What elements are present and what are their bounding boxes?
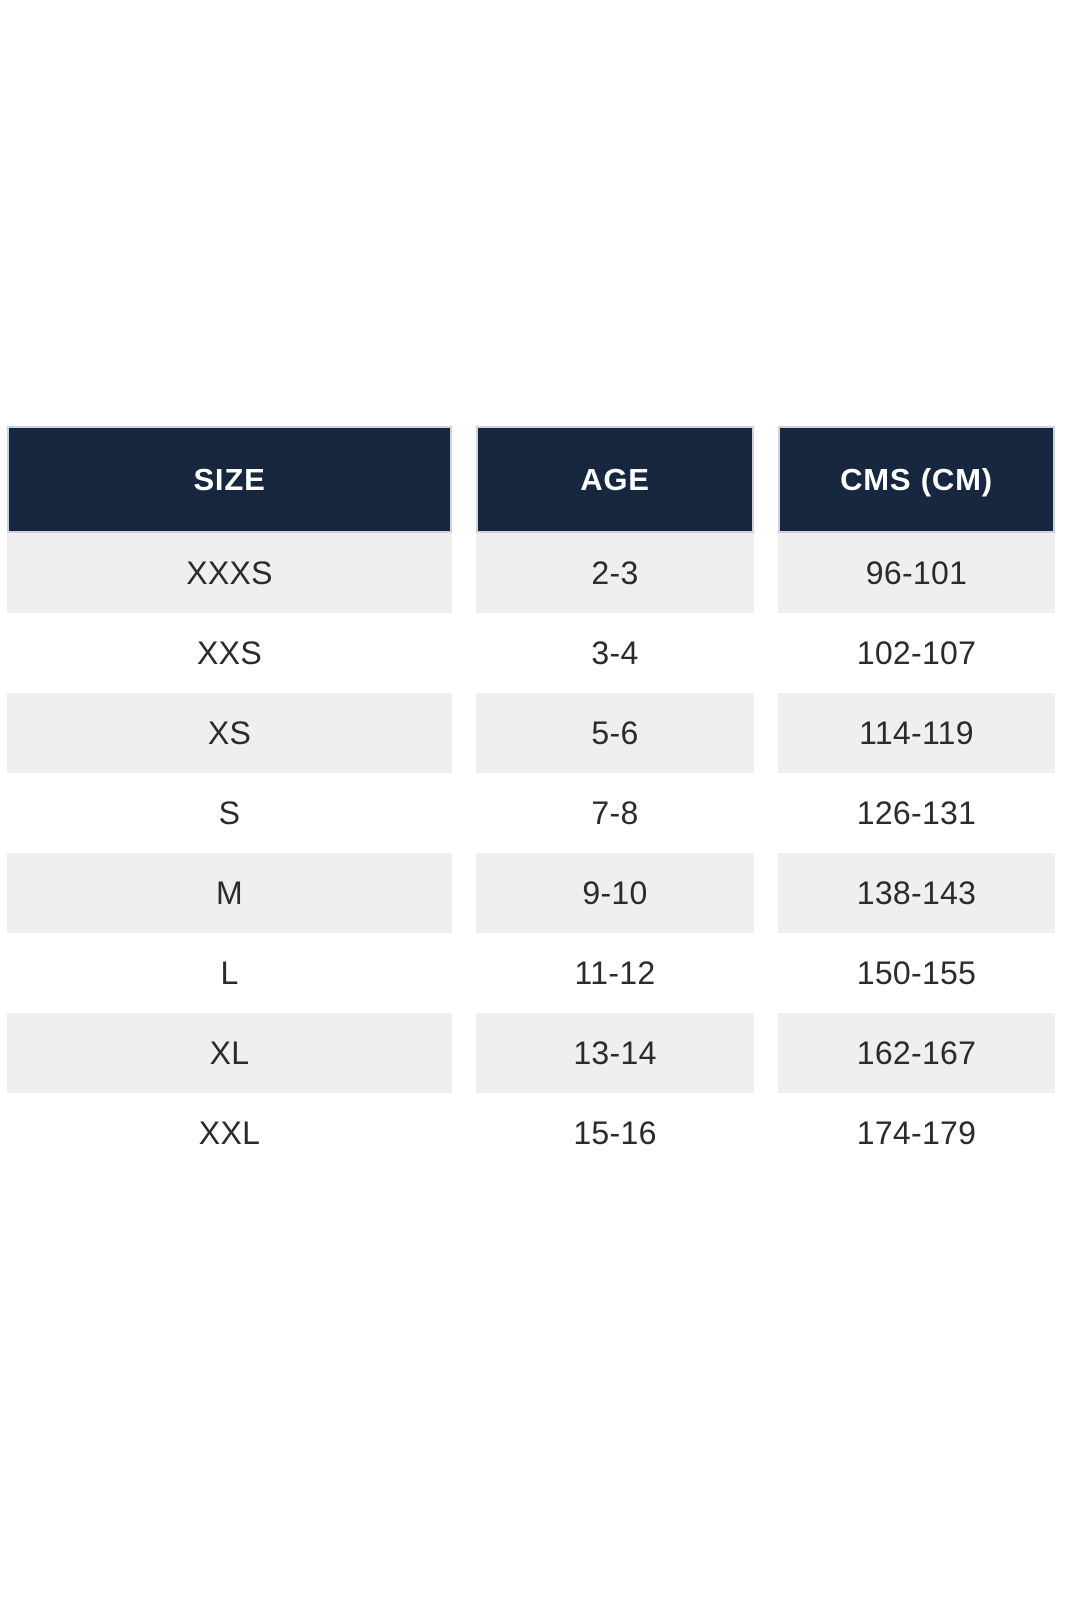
cell-age: 2-3 <box>476 533 754 613</box>
cell-cms: 162-167 <box>778 1013 1055 1093</box>
cell-size: XS <box>7 693 452 773</box>
cell-cms: 114-119 <box>778 693 1055 773</box>
size-chart-table: SIZE AGE CMS (CM) XXXS 2-3 96-101 XXS 3-… <box>7 426 1055 1173</box>
cell-age: 3-4 <box>476 613 754 693</box>
cell-age: 9-10 <box>476 853 754 933</box>
cell-size: XXXS <box>7 533 452 613</box>
cell-age: 15-16 <box>476 1093 754 1173</box>
cell-size: XXL <box>7 1093 452 1173</box>
cell-cms: 138-143 <box>778 853 1055 933</box>
cell-cms: 150-155 <box>778 933 1055 1013</box>
cell-cms: 102-107 <box>778 613 1055 693</box>
cell-size: XL <box>7 1013 452 1093</box>
cell-cms: 96-101 <box>778 533 1055 613</box>
column-header-age: AGE <box>476 426 754 533</box>
cell-size: M <box>7 853 452 933</box>
cell-age: 5-6 <box>476 693 754 773</box>
column-header-cms: CMS (CM) <box>778 426 1055 533</box>
column-header-size: SIZE <box>7 426 452 533</box>
cell-age: 7-8 <box>476 773 754 853</box>
cell-age: 13-14 <box>476 1013 754 1093</box>
cell-cms: 126-131 <box>778 773 1055 853</box>
cell-size: L <box>7 933 452 1013</box>
cell-size: XXS <box>7 613 452 693</box>
cell-size: S <box>7 773 452 853</box>
cell-age: 11-12 <box>476 933 754 1013</box>
cell-cms: 174-179 <box>778 1093 1055 1173</box>
